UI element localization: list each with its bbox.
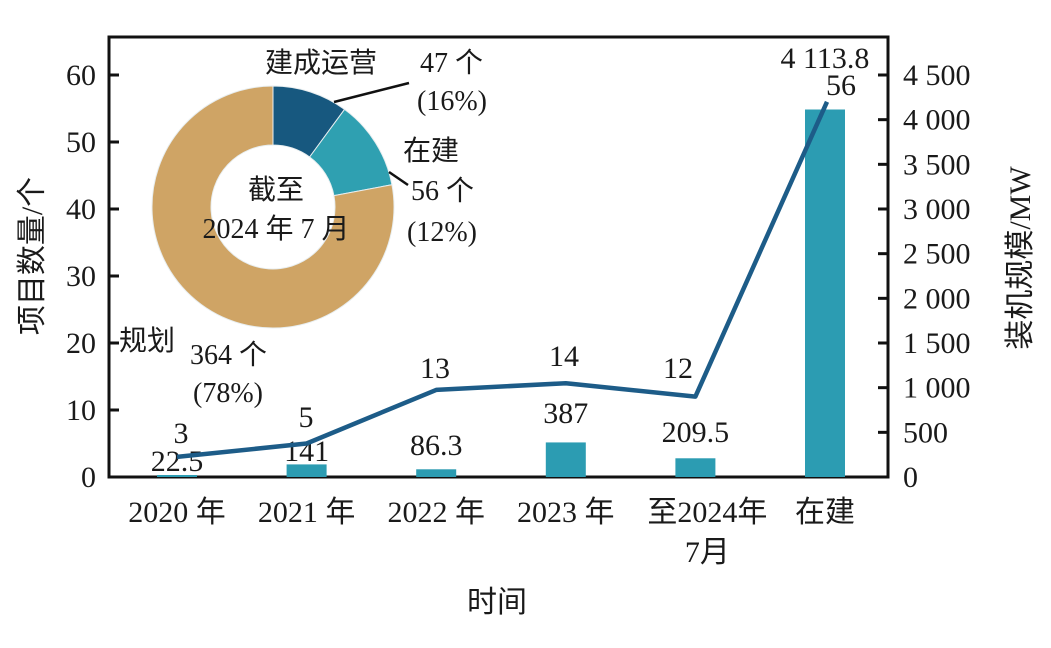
right-tick-label: 3 500 [903, 148, 971, 181]
donut-percent-label-operating: (16%) [417, 86, 487, 117]
bar [675, 458, 716, 477]
right-tick-label: 2 000 [903, 282, 971, 315]
donut-slice-label-operating: 建成运营 [265, 47, 377, 79]
x-tick-label: 7月 [685, 536, 730, 569]
line-value-label: 13 [420, 352, 450, 385]
x-tick-label: 在建 [795, 496, 855, 529]
left-tick-label: 20 [66, 327, 96, 360]
donut-slice [151, 85, 395, 329]
donut-slice-label-planned: 规划 [119, 325, 175, 357]
bar-value-label: 387 [543, 397, 588, 430]
donut-slice-label-construction: 在建 [403, 135, 459, 167]
bar [286, 464, 327, 477]
left-tick-label: 40 [66, 193, 96, 226]
x-tick-label: 2021 年 [258, 496, 356, 529]
line-path [176, 100, 830, 460]
inset-donut-chart [151, 85, 395, 329]
left-tick-label: 10 [66, 394, 96, 427]
left-tick-label: 0 [81, 461, 96, 494]
line-value-label: 14 [549, 340, 579, 373]
right-tick-label: 2 500 [903, 238, 971, 271]
right-tick-label: 1 500 [903, 327, 971, 360]
bar-value-label: 141 [284, 435, 329, 468]
bar-value-label: 86.3 [410, 429, 463, 462]
donut-leader-line-construction [388, 170, 409, 187]
right-axis-ticks: 0 500 1 000 1 500 2 000 2 500 3 000 3 500 4 000 4… [878, 59, 971, 494]
right-tick-label: 4 500 [903, 59, 971, 92]
donut-center-text-line1: 截至 [248, 174, 304, 206]
donut-count-label-operating: 47 个 [420, 48, 483, 79]
right-tick-label: 3 000 [903, 193, 971, 226]
right-tick-label: 1 000 [903, 372, 971, 405]
left-tick-label: 60 [66, 59, 96, 92]
line-series: 3 5 13 14 12 56 [174, 69, 856, 460]
x-axis-title: 时间 [467, 586, 527, 619]
x-tick-label: 2020 年 [128, 496, 226, 529]
right-tick-label: 4 000 [903, 104, 971, 137]
donut-count-label-construction: 56 个 [411, 176, 474, 207]
right-tick-label: 500 [903, 416, 948, 449]
left-axis-ticks: 0 10 20 30 40 50 60 [66, 59, 119, 494]
donut-center-text-line2: 2024 年 7 月 [202, 213, 349, 245]
x-tick-label: 2022 年 [387, 496, 485, 529]
axes-frame [107, 35, 890, 479]
line-value-label: 5 [299, 401, 314, 434]
line-value-label: 12 [663, 352, 693, 385]
left-axis-title: 项目数量/个 [16, 177, 49, 335]
bar [416, 469, 457, 477]
bar [545, 442, 586, 477]
donut-percent-label-construction: (12%) [407, 217, 477, 248]
x-axis-tick-labels: 2020 年 2021 年 2022 年 2023 年至2024年 7月 在建 [128, 496, 855, 569]
bar-series: 22.5 141 86.3 387 209.5 4 113.8 [151, 42, 870, 478]
line-value-label: 56 [826, 69, 856, 102]
line-value-label: 3 [174, 417, 189, 450]
bar-value-label: 209.5 [662, 416, 730, 449]
right-axis-title: 装机规模/MW [1004, 166, 1037, 350]
left-tick-label: 50 [66, 126, 96, 159]
bar-value-label: 4 113.8 [781, 42, 870, 75]
donut-percent-label-planned: (78%) [193, 378, 263, 409]
bar-value-label: 22.5 [151, 445, 204, 478]
right-tick-label: 0 [903, 461, 918, 494]
x-tick-label: 至2024年 [647, 496, 767, 529]
x-tick-label: 2023 年 [517, 496, 615, 529]
donut-count-label-planned: 364 个 [190, 340, 267, 371]
donut-leader-line-operating [333, 81, 410, 104]
left-tick-label: 30 [66, 260, 96, 293]
bar [805, 109, 845, 477]
bar [157, 474, 197, 477]
donut-labels: 建成运营 47 个 (16%) 在建 56 个 (12%) 规划 364 个 (… [119, 47, 487, 409]
